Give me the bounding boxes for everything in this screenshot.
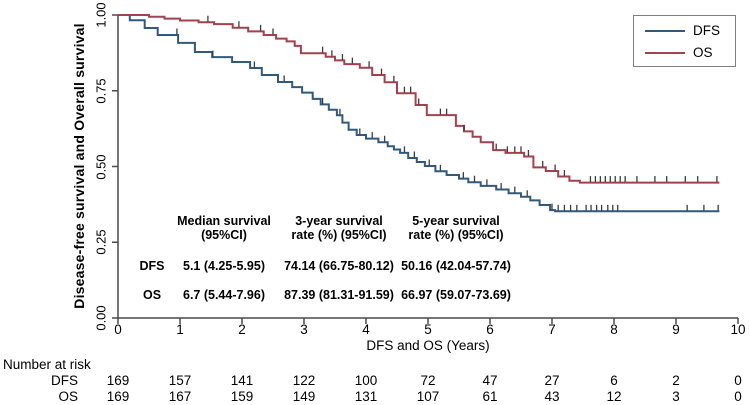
legend-entry-dfs: DFS <box>634 23 735 39</box>
x-axis-tick-labels: 0 1 2 3 4 5 6 7 8 9 10 <box>0 322 750 338</box>
x-tick-label: 6 <box>486 322 494 337</box>
x-tick-label: 4 <box>362 322 370 337</box>
os-median: 6.7 (5.44-7.96) <box>183 288 265 302</box>
x-tick-label: 5 <box>424 322 432 337</box>
os-3year-rate: 87.39 (81.31-91.59) <box>284 288 394 302</box>
legend-label-dfs: DFS <box>693 23 720 38</box>
risk-count-dfs: 141 <box>230 373 254 388</box>
risk-table-title: Number at risk <box>3 357 91 372</box>
x-axis-label: DFS and OS (Years) <box>366 338 490 353</box>
os-line-swatch <box>645 52 685 55</box>
risk-count-dfs: 0 <box>734 373 742 388</box>
risk-count-dfs: 2 <box>672 373 680 388</box>
risk-row-label-dfs: DFS <box>51 373 78 388</box>
x-tick-label: 3 <box>300 322 308 337</box>
x-tick-label: 1 <box>176 322 184 337</box>
dfs-median: 5.1 (4.25-5.95) <box>183 259 265 273</box>
risk-count-os: 0 <box>734 389 742 404</box>
dfs-3year-rate: 74.14 (66.75-80.12) <box>284 259 394 273</box>
risk-count-dfs: 6 <box>610 373 618 388</box>
y-tick-label: 0.75 <box>93 78 109 104</box>
risk-count-dfs: 100 <box>354 373 378 388</box>
risk-row-os: OS 169 167 159 149 131 107 61 43 12 3 0 <box>0 389 750 404</box>
legend-entry-os: OS <box>634 45 735 61</box>
dfs-line-swatch <box>645 30 685 33</box>
risk-count-dfs: 72 <box>420 373 436 388</box>
stats-header-5year: 5-year survival rate (%) (95%CI) <box>408 214 504 242</box>
curve-dfs <box>118 14 720 213</box>
stats-header-3year: 3-year survival rate (%) (95%CI) <box>291 214 387 242</box>
y-tick-label: 1.00 <box>93 2 109 28</box>
risk-row-label-os: OS <box>58 389 78 404</box>
x-tick-label: 10 <box>730 322 746 337</box>
risk-count-os: 169 <box>106 389 130 404</box>
curve-os <box>118 14 720 184</box>
stats-header-median: Median survival (95%CI) <box>177 214 271 242</box>
risk-count-os: 12 <box>606 389 622 404</box>
risk-count-os: 167 <box>168 389 192 404</box>
x-tick-label: 0 <box>114 322 122 337</box>
risk-count-os: 107 <box>416 389 440 404</box>
risk-count-os: 3 <box>672 389 680 404</box>
risk-count-dfs: 47 <box>482 373 498 388</box>
y-axis-label: Disease-free survival and Overall surviv… <box>71 23 87 309</box>
risk-count-dfs: 157 <box>168 373 192 388</box>
risk-count-os: 61 <box>482 389 498 404</box>
x-tick-label: 7 <box>548 322 556 337</box>
risk-count-os: 43 <box>544 389 560 404</box>
risk-count-dfs: 122 <box>292 373 316 388</box>
risk-count-os: 131 <box>354 389 378 404</box>
legend: DFS OS <box>633 15 736 67</box>
risk-count-dfs: 27 <box>544 373 560 388</box>
risk-count-dfs: 169 <box>106 373 130 388</box>
risk-count-os: 149 <box>292 389 316 404</box>
risk-count-os: 159 <box>230 389 254 404</box>
risk-row-dfs: DFS 169 157 141 122 100 72 47 27 6 2 0 <box>0 373 750 388</box>
y-tick-label: 0.25 <box>93 229 109 255</box>
x-tick-label: 8 <box>610 322 618 337</box>
stats-row-label-dfs: DFS <box>139 259 165 273</box>
x-tick-label: 2 <box>238 322 246 337</box>
dfs-5year-rate: 50.16 (42.04-57.74) <box>401 259 511 273</box>
legend-label-os: OS <box>693 45 713 60</box>
y-tick-label: 0.50 <box>93 153 109 180</box>
os-5year-rate: 66.97 (59.07-73.69) <box>401 288 511 302</box>
stats-row-label-os: OS <box>142 288 162 302</box>
x-tick-label: 9 <box>672 322 680 337</box>
